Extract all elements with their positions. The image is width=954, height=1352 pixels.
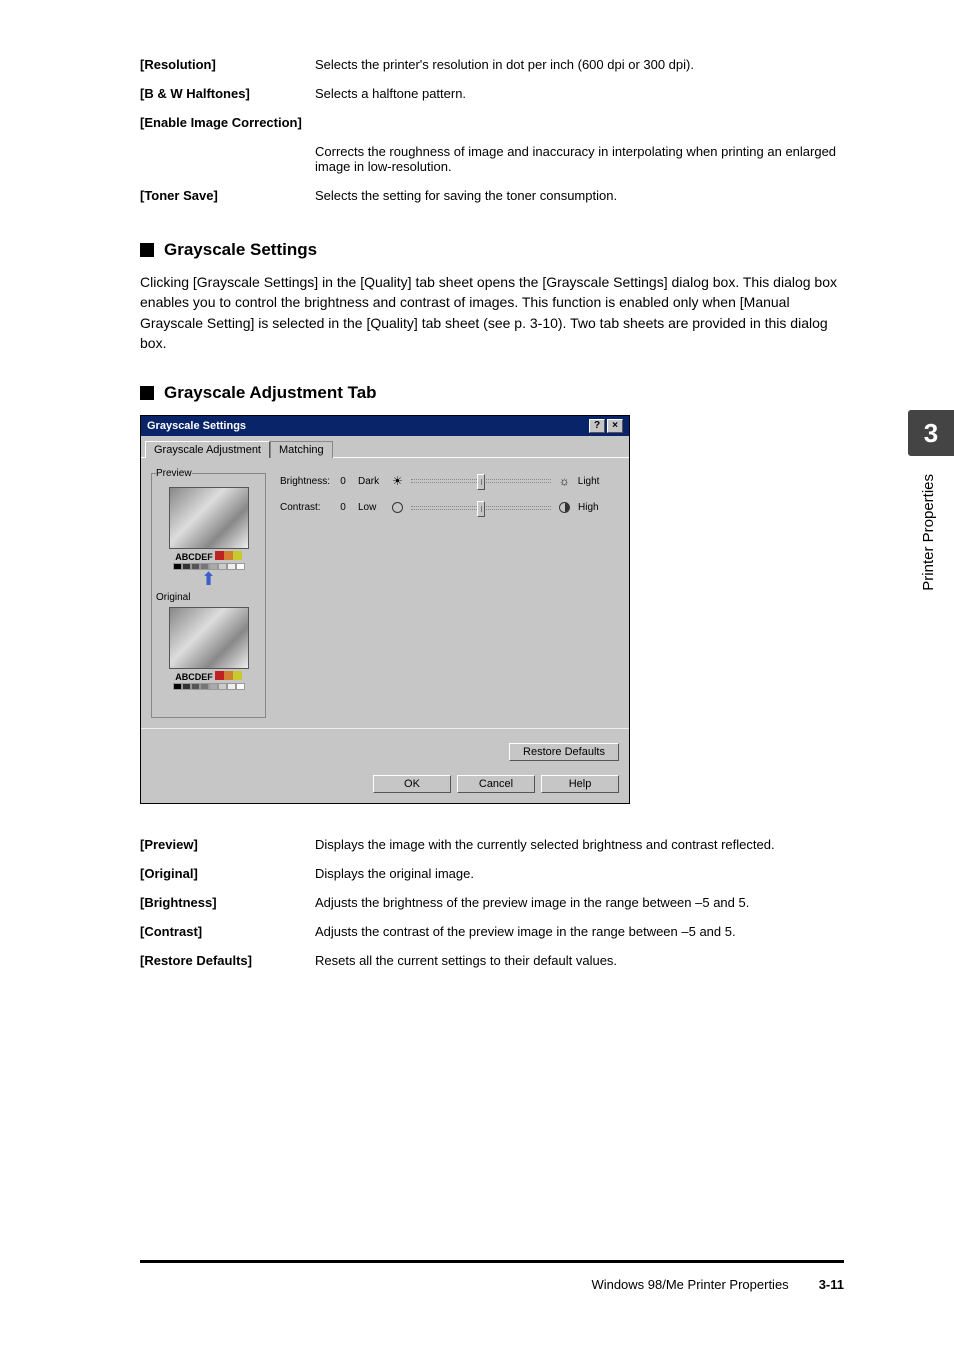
gray-swatch — [227, 563, 236, 570]
color-swatch — [224, 671, 233, 680]
gray-swatch — [209, 683, 218, 690]
color-swatch — [233, 551, 242, 560]
prop-key: [Brightness] — [140, 888, 315, 917]
ok-button[interactable]: OK — [373, 775, 451, 793]
prop-key: [Contrast] — [140, 917, 315, 946]
prop-key: [B & W Halftones] — [140, 79, 315, 108]
page-footer: Windows 98/Me Printer Properties 3-11 — [140, 1260, 844, 1292]
section-title: Grayscale Adjustment Tab — [164, 383, 377, 403]
chapter-side-tab: 3 Printer Properties — [908, 410, 954, 640]
prop-val: Adjusts the brightness of the preview im… — [315, 888, 840, 917]
page-number: 3-11 — [819, 1277, 844, 1292]
dialog-tabs: Grayscale Adjustment Matching — [141, 436, 629, 458]
cancel-button[interactable]: Cancel — [457, 775, 535, 793]
gray-swatch — [218, 563, 227, 570]
prop-key — [140, 137, 315, 181]
contrast-value: 0 — [336, 502, 350, 513]
prop-val: Displays the image with the currently se… — [315, 830, 840, 859]
color-swatch — [233, 671, 242, 680]
gray-swatch — [236, 563, 245, 570]
prop-val: Selects the setting for saving the toner… — [315, 181, 840, 210]
contrast-row: Contrast: 0 Low High — [280, 502, 619, 513]
contrast-slider[interactable] — [411, 506, 551, 510]
color-swatch — [215, 551, 224, 560]
abc-text: ABCDEF — [175, 672, 213, 682]
prop-key: [Restore Defaults] — [140, 946, 315, 975]
brightness-label: Brightness: — [280, 476, 328, 487]
prop-val: Corrects the roughness of image and inac… — [315, 137, 840, 181]
preview-thumbnail — [169, 487, 249, 549]
color-swatch — [224, 551, 233, 560]
chapter-label: Printer Properties — [920, 474, 937, 591]
footer-text: Windows 98/Me Printer Properties — [591, 1277, 788, 1292]
color-swatch — [215, 671, 224, 680]
sun-light-icon: ☼ — [559, 474, 570, 488]
close-titlebar-button[interactable]: × — [607, 419, 623, 433]
original-thumbnail — [169, 607, 249, 669]
prop-key: [Resolution] — [140, 50, 315, 79]
gray-swatch — [182, 563, 191, 570]
dialog-title: Grayscale Settings — [147, 420, 246, 432]
restore-defaults-button[interactable]: Restore Defaults — [509, 743, 619, 761]
contrast-low-icon — [392, 502, 403, 513]
gray-swatch — [173, 563, 182, 570]
prop-val: Displays the original image. — [315, 859, 840, 888]
contrast-high: High — [578, 502, 608, 513]
brightness-low: Dark — [358, 476, 384, 487]
brightness-row: Brightness: 0 Dark ☀ ☼ Light — [280, 474, 619, 488]
prop-key: [Original] — [140, 859, 315, 888]
grayscale-settings-dialog: Grayscale Settings ? × Grayscale Adjustm… — [140, 415, 630, 804]
gray-swatch — [200, 683, 209, 690]
prop-val: Selects a halftone pattern. — [315, 79, 840, 108]
section-grayscale-adjustment-tab: Grayscale Adjustment Tab — [140, 383, 840, 403]
prop-key: [Toner Save] — [140, 181, 315, 210]
preview-label: Preview — [156, 468, 192, 479]
gray-swatch — [191, 563, 200, 570]
prop-key: [Enable Image Correction] — [140, 108, 840, 137]
help-button[interactable]: Help — [541, 775, 619, 793]
section-grayscale-settings: Grayscale Settings — [140, 240, 840, 260]
arrow-up-icon: ⬆ — [156, 572, 261, 586]
gray-swatch — [236, 683, 245, 690]
section-title: Grayscale Settings — [164, 240, 317, 260]
brightness-slider[interactable] — [411, 479, 551, 483]
prop-key: [Preview] — [140, 830, 315, 859]
prop-val: Resets all the current settings to their… — [315, 946, 840, 975]
sun-dark-icon: ☀ — [392, 474, 403, 488]
brightness-value: 0 — [336, 476, 350, 487]
brightness-high: Light — [578, 476, 608, 487]
dialog-titlebar: Grayscale Settings ? × — [141, 416, 629, 436]
abc-text: ABCDEF — [175, 552, 213, 562]
prop-val: Adjusts the contrast of the preview imag… — [315, 917, 840, 946]
tab-grayscale-adjustment[interactable]: Grayscale Adjustment — [145, 441, 270, 458]
contrast-label: Contrast: — [280, 502, 328, 513]
gray-swatch — [191, 683, 200, 690]
help-titlebar-button[interactable]: ? — [589, 419, 605, 433]
preview-panel: Preview ABCDEF ⬆ Original ABCDEF — [151, 468, 266, 718]
contrast-high-icon — [559, 502, 570, 513]
bottom-properties-table: [Preview]Displays the image with the cur… — [140, 830, 840, 975]
tab-matching[interactable]: Matching — [270, 441, 333, 458]
original-label: Original — [156, 592, 261, 603]
gray-swatch — [173, 683, 182, 690]
section-body: Clicking [Grayscale Settings] in the [Qu… — [140, 272, 840, 353]
gray-swatch — [182, 683, 191, 690]
prop-val: Selects the printer's resolution in dot … — [315, 50, 840, 79]
contrast-low: Low — [358, 502, 384, 513]
gray-swatch — [227, 683, 236, 690]
top-properties-table: [Resolution]Selects the printer's resolu… — [140, 50, 840, 210]
chapter-number: 3 — [908, 410, 954, 456]
gray-swatch — [218, 683, 227, 690]
